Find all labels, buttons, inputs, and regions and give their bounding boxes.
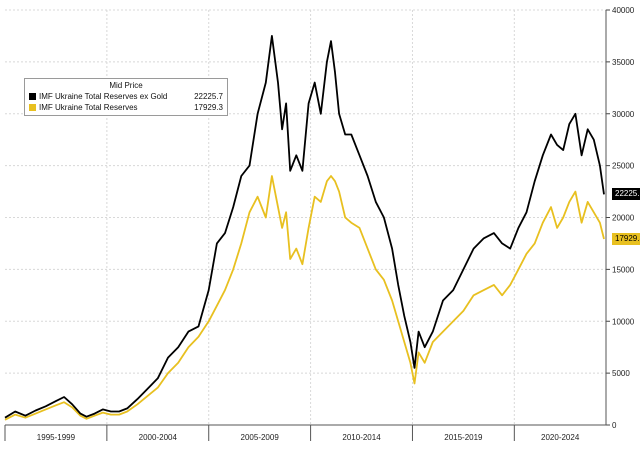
legend-item-reserves-ex-gold: IMF Ukraine Total Reserves ex Gold 22225… (25, 91, 227, 102)
x-tick-label: 2010-2014 (342, 433, 381, 442)
y-tick-label: 40000 (612, 6, 635, 15)
legend-value-reserves-ex-gold: 22225.7 (194, 92, 223, 101)
y-tick-label: 35000 (612, 58, 635, 67)
x-tick-label: 2005-2009 (241, 433, 280, 442)
legend-label-total-reserves: IMF Ukraine Total Reserves (39, 103, 138, 112)
x-tick-label: 1995-1999 (37, 433, 76, 442)
y-tick-label: 5000 (612, 369, 630, 378)
legend-swatch-yellow (29, 104, 36, 111)
series-line-total-reserves (4, 175, 605, 421)
series-line-reserves-ex-gold (4, 35, 605, 419)
legend-value-total-reserves: 17929.3 (194, 103, 223, 112)
y-tick-label: 30000 (612, 110, 635, 119)
legend-item-total-reserves: IMF Ukraine Total Reserves 17929.3 (25, 102, 227, 113)
end-value-badge-total-reserves: 17929.3 (612, 233, 640, 245)
y-tick-label: 15000 (612, 265, 635, 274)
legend-swatch-black (29, 93, 36, 100)
x-tick-label: 2015-2019 (444, 433, 483, 442)
series-lines (4, 35, 605, 421)
x-tick-label: 2000-2004 (139, 433, 178, 442)
y-tick-label: 10000 (612, 317, 635, 326)
legend-label-reserves-ex-gold: IMF Ukraine Total Reserves ex Gold (39, 92, 168, 101)
legend: Mid Price IMF Ukraine Total Reserves ex … (24, 78, 228, 116)
legend-title: Mid Price (109, 81, 143, 90)
y-tick-label: 20000 (612, 214, 635, 223)
y-tick-label: 0 (612, 421, 617, 430)
end-value-badge-reserves-ex-gold: 22225. (612, 188, 640, 200)
y-tick-label: 25000 (612, 162, 635, 171)
grid (5, 9, 606, 426)
axes: 0 5000 10000 15000 20000 25000 30000 35000 40000… (4, 6, 635, 442)
x-tick-label: 2020-2024 (541, 433, 580, 442)
